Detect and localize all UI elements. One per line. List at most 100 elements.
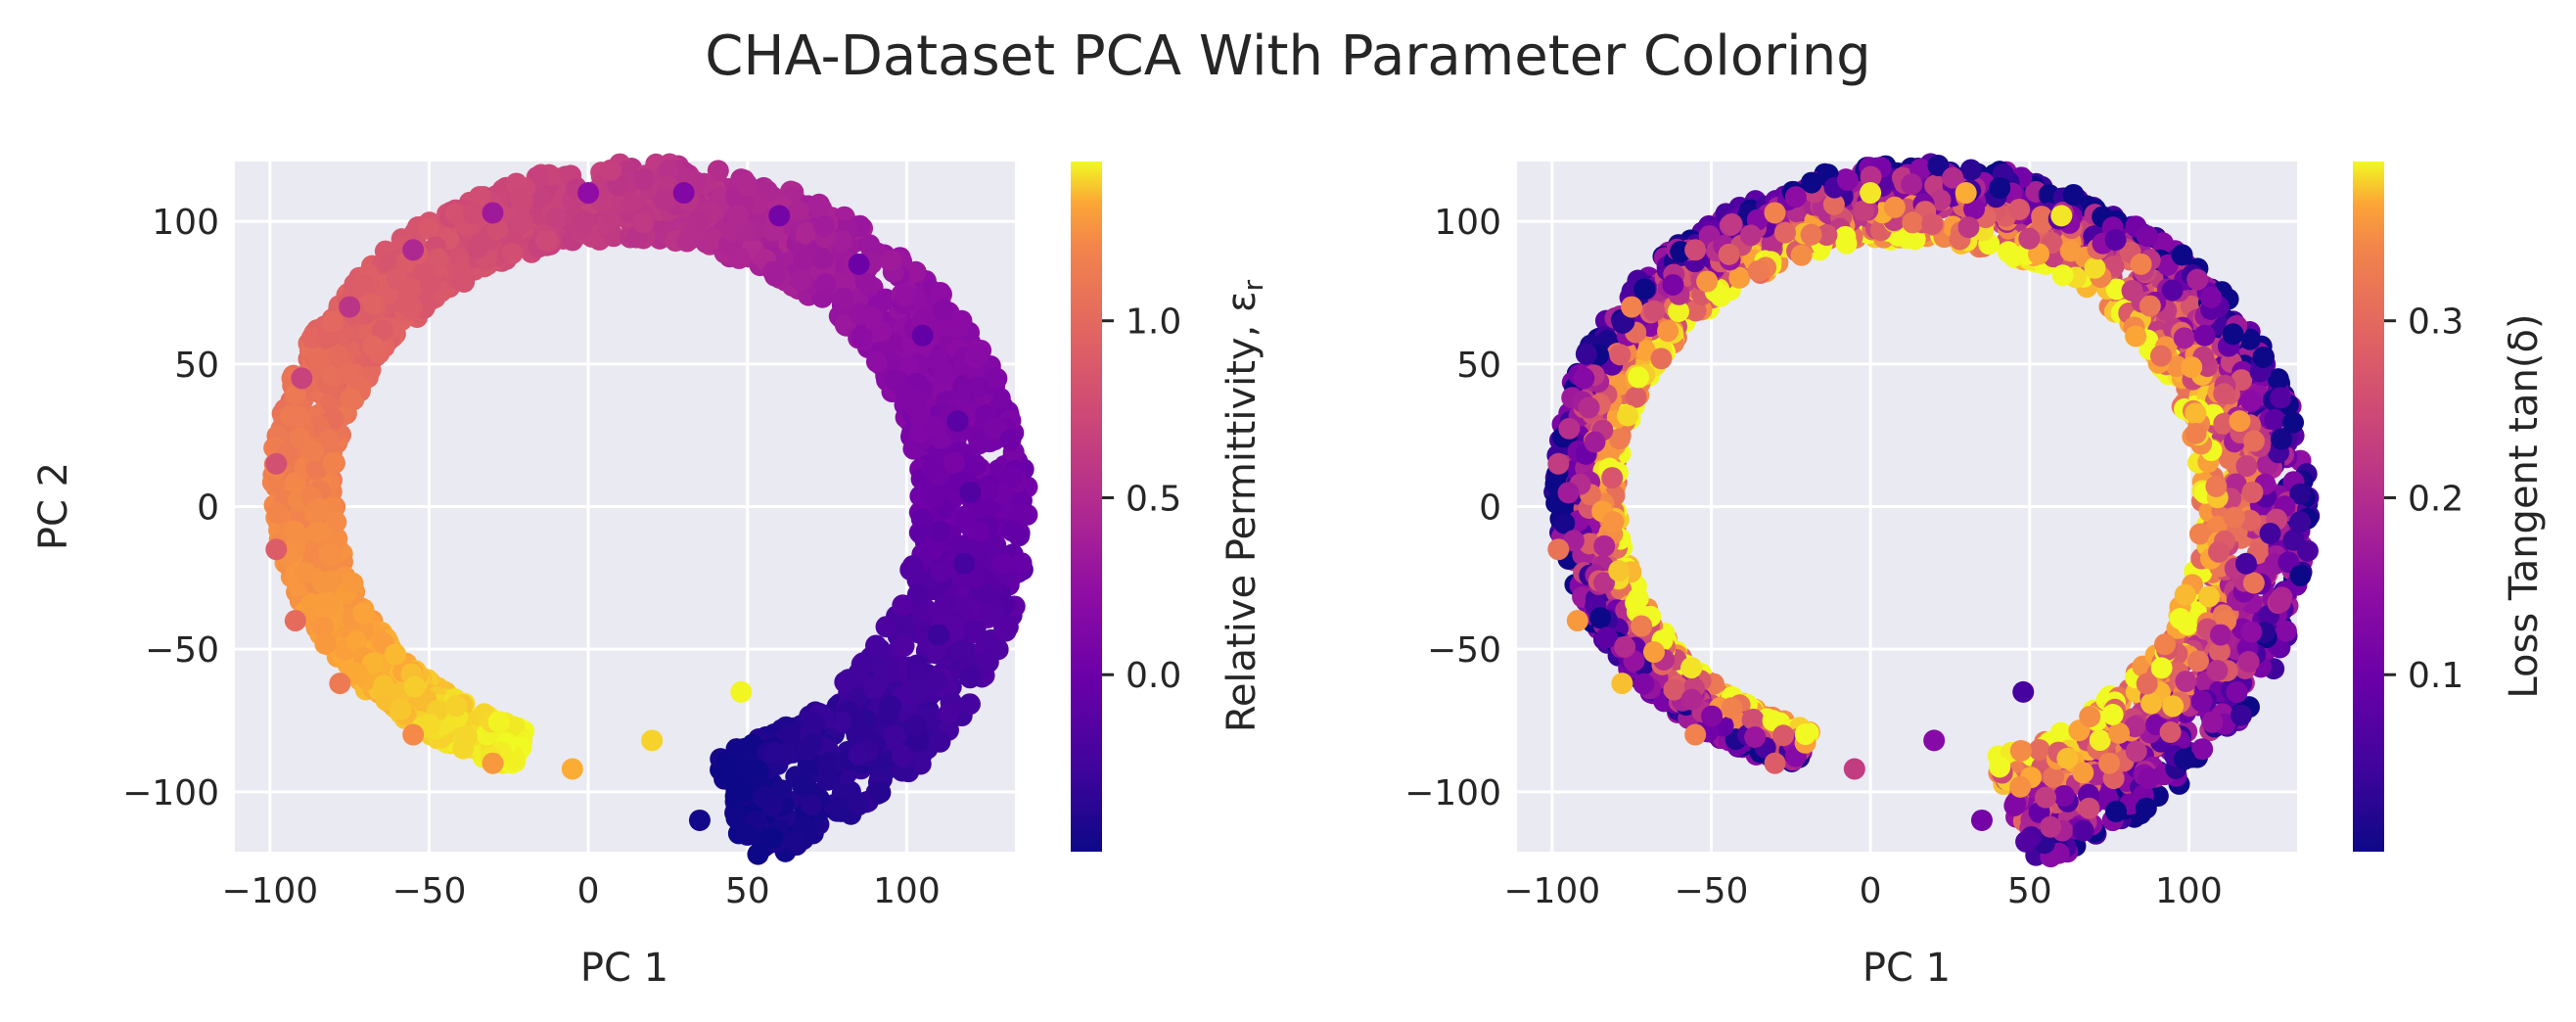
data-point (2051, 264, 2074, 287)
data-point (763, 264, 786, 287)
data-point (864, 634, 887, 657)
data-point (561, 758, 583, 780)
data-point (346, 662, 369, 684)
data-point (291, 367, 313, 390)
data-point (968, 521, 990, 543)
data-point (954, 505, 977, 528)
y-tick-label: −50 (145, 630, 219, 671)
x-tick-labels-left: −100 −50 0 50 100 (221, 871, 940, 911)
data-point (632, 211, 655, 234)
data-point (402, 239, 425, 261)
data-point (509, 212, 531, 235)
data-point (908, 679, 931, 702)
data-point (977, 479, 999, 501)
data-point (300, 327, 323, 349)
x-axis-label-left: PC 1 (580, 946, 668, 991)
data-point (979, 603, 1001, 626)
data-point (2206, 660, 2229, 682)
data-point (301, 539, 324, 562)
data-point (1010, 552, 1033, 575)
data-point (599, 159, 621, 181)
data-point (2282, 411, 2305, 434)
data-point (1001, 520, 1024, 542)
data-point (906, 583, 929, 606)
data-point (2031, 210, 2053, 233)
data-point (265, 452, 288, 475)
data-point (322, 451, 345, 474)
data-point (904, 663, 927, 685)
data-point (858, 234, 881, 256)
data-point (361, 652, 384, 674)
data-point (891, 744, 913, 766)
data-point (311, 571, 334, 593)
data-point (895, 285, 917, 307)
data-point (482, 202, 504, 224)
data-point (811, 248, 834, 270)
data-point (417, 217, 439, 240)
data-point (371, 319, 393, 342)
data-point (779, 723, 802, 746)
data-point (2125, 740, 2147, 763)
data-point (445, 695, 468, 718)
data-point (318, 594, 341, 617)
data-point (641, 729, 664, 752)
colorbar-tick-label: 1.0 (1126, 302, 1181, 343)
data-point (950, 639, 973, 662)
data-point (687, 210, 710, 233)
data-point (2043, 766, 2065, 788)
x-tick-label: 50 (725, 871, 770, 911)
data-point (720, 219, 743, 242)
data-point (939, 701, 961, 723)
data-point (958, 693, 981, 716)
colorbar-left (1071, 162, 1102, 852)
data-point (831, 230, 853, 253)
data-point (854, 270, 877, 293)
data-point (967, 344, 989, 366)
data-point (1001, 466, 1024, 488)
data-point (1633, 339, 1656, 361)
points-left (261, 153, 1038, 865)
data-point (266, 502, 289, 525)
data-point (329, 673, 351, 695)
data-point (402, 723, 425, 746)
data-point (801, 733, 823, 756)
data-point (707, 160, 729, 182)
data-point (401, 298, 424, 320)
data-point (1800, 171, 1822, 194)
colorbar-ticks-left: 0.00.51.0 (1102, 302, 1181, 696)
data-point (793, 249, 815, 271)
data-point (390, 698, 412, 720)
data-point (911, 324, 934, 347)
data-point (288, 405, 310, 428)
data-point (284, 384, 306, 406)
data-point (716, 762, 739, 784)
data-point (929, 730, 951, 753)
data-point (2240, 621, 2263, 643)
y-tick-label: 50 (174, 346, 219, 386)
data-point (501, 242, 524, 264)
data-point (834, 671, 856, 693)
data-point (1790, 244, 1813, 266)
data-point (336, 362, 358, 385)
data-point (924, 486, 946, 508)
data-point (672, 182, 695, 205)
data-point (462, 203, 484, 225)
data-point (386, 267, 408, 290)
data-point (795, 222, 817, 245)
data-point (632, 168, 655, 191)
data-point (908, 421, 931, 443)
data-point (2208, 640, 2231, 663)
data-point (986, 367, 1008, 390)
data-point (788, 199, 810, 221)
data-point (2009, 739, 2032, 762)
x-tick-label: −100 (221, 871, 318, 911)
data-point (2138, 767, 2160, 790)
data-point (963, 619, 986, 641)
data-point (893, 634, 915, 657)
data-point (927, 624, 949, 646)
data-point (848, 253, 870, 275)
data-point (509, 187, 531, 209)
data-point (753, 786, 775, 809)
data-point (312, 616, 335, 638)
